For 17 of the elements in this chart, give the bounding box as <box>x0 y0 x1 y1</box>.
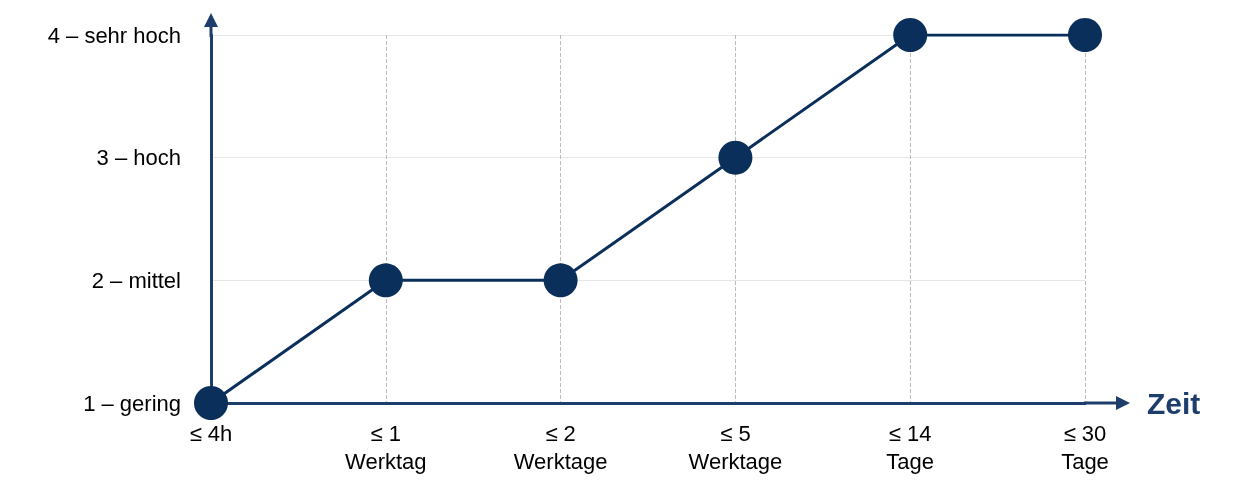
x-tick-label: ≤ 2 Werktage <box>513 420 608 474</box>
y-tick-label: 4 – sehr hoch <box>47 22 181 48</box>
point <box>1068 18 1102 52</box>
point <box>368 263 403 298</box>
y-tick-label: 2 – mittel <box>91 267 181 293</box>
point <box>893 18 928 52</box>
x-tick-label: ≤ 5 Werktage <box>688 420 783 474</box>
point <box>718 140 753 175</box>
x-tick-label: ≤ 14 Tage <box>886 420 935 474</box>
point <box>543 263 578 298</box>
y-tick-label: 3 – hoch <box>96 145 181 171</box>
y-tick-label: 1 – gering <box>83 390 181 416</box>
x-tick-label: ≤ 30 Tage <box>1061 420 1109 474</box>
point <box>194 386 228 420</box>
x-tick-label: ≤ 4h <box>189 420 233 446</box>
x-axis-title: Zeit <box>1147 386 1201 420</box>
x-tick-label: ≤ 1 Werktag <box>345 420 427 474</box>
